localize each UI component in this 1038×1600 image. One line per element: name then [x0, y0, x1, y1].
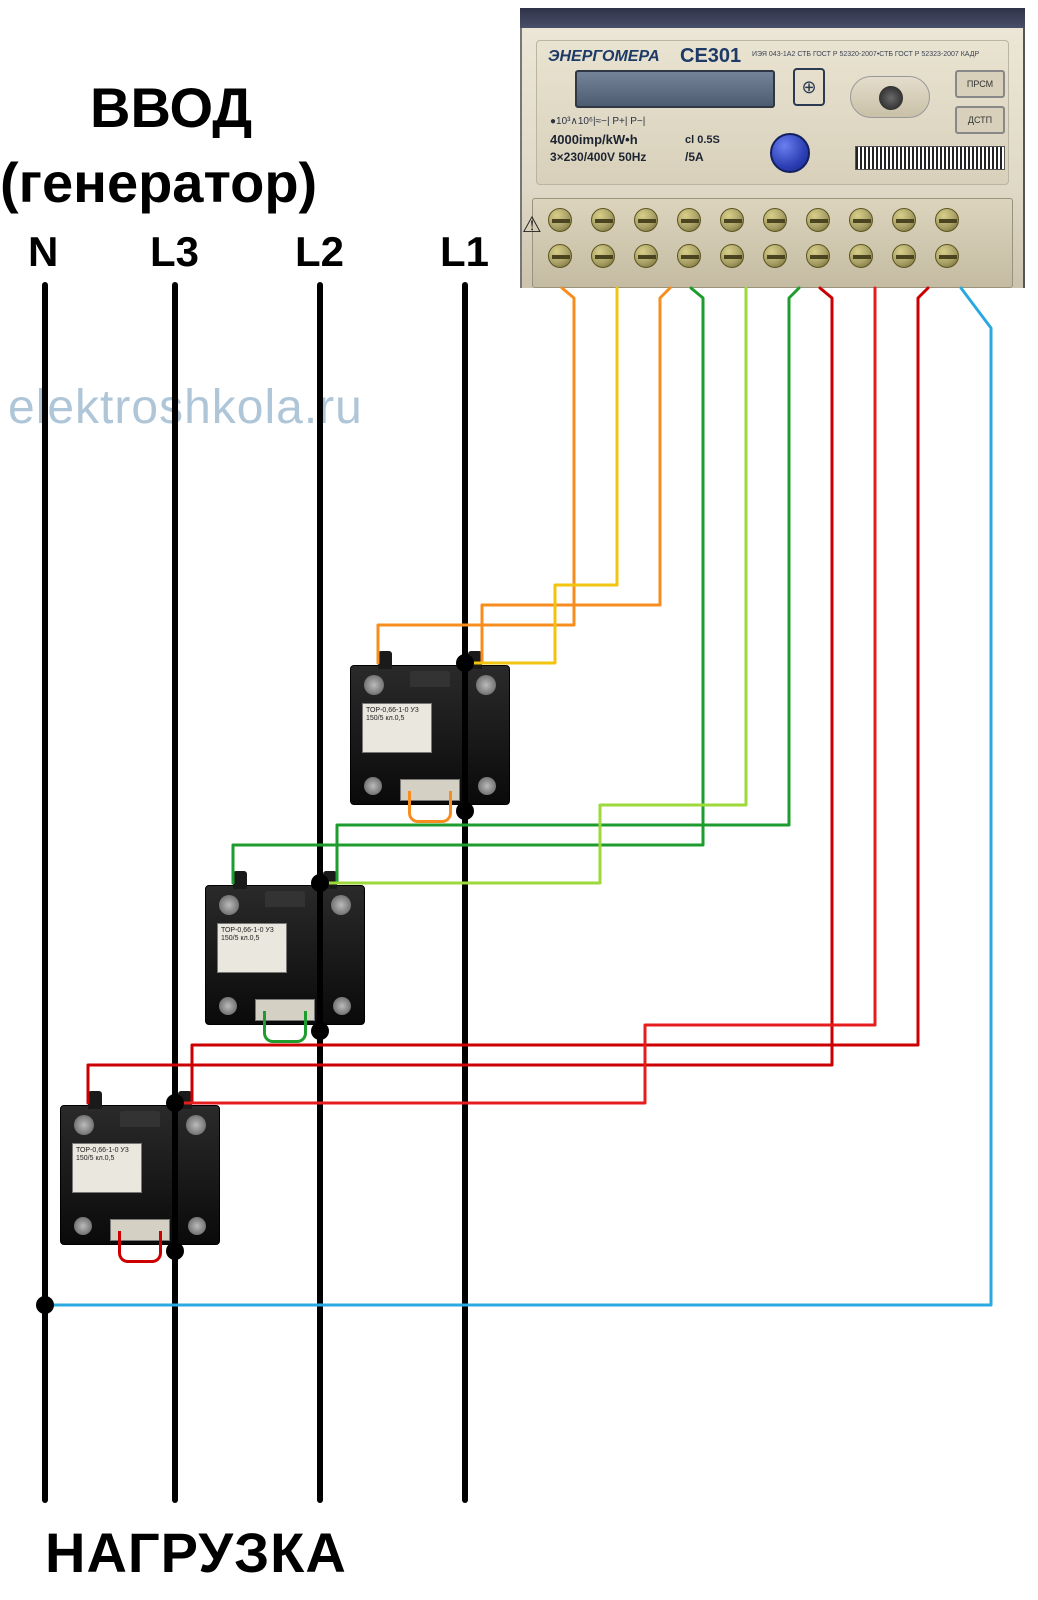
meter-voltage: 3×230/400V 50Hz — [550, 150, 646, 164]
terminal-8 — [847, 204, 875, 276]
seal-icon: ⊕ — [793, 68, 825, 106]
meter-model: CE301 — [680, 45, 741, 68]
title-input-2: (генератор) — [0, 150, 317, 215]
ct-l1: ТОР-0,66-1-0 У3150/5 кл.0,5 — [350, 665, 510, 805]
meter-symbols: ●10³∧10⁶|≈−| P+| P−| — [550, 116, 645, 127]
ct-l2: ТОР-0,66-1-0 У3150/5 кл.0,5 — [205, 885, 365, 1025]
optical-port — [850, 76, 930, 118]
meter-knob[interactable] — [770, 133, 810, 173]
meter-cl: cl 0.5S — [685, 134, 720, 146]
terminal-5 — [718, 204, 746, 276]
terminal-2 — [589, 204, 617, 276]
meter-small-line: ИЭЯ 043-1А2 СТБ ГОСТ Р 52320-2007•СТБ ГО… — [752, 51, 979, 58]
label-l2: L2 — [295, 228, 344, 276]
terminal-9 — [890, 204, 918, 276]
meter-btn-prsm[interactable]: ПРСМ — [955, 70, 1005, 98]
label-l1: L1 — [440, 228, 489, 276]
terminal-7 — [804, 204, 832, 276]
terminal-3 — [632, 204, 660, 276]
electric-meter: ЭНЕРГОМЕРА CE301 ИЭЯ 043-1А2 СТБ ГОСТ Р … — [520, 8, 1025, 288]
terminal-1 — [546, 204, 574, 276]
terminal-4 — [675, 204, 703, 276]
meter-imp: 4000imp/kW•h — [550, 132, 638, 147]
label-load: НАГРУЗКА — [45, 1520, 347, 1585]
terminals — [520, 200, 1025, 280]
barcode — [855, 146, 1005, 170]
label-l3: L3 — [150, 228, 199, 276]
label-n: N — [28, 228, 58, 276]
terminal-10 — [933, 204, 961, 276]
meter-lcd — [575, 70, 775, 108]
terminal-6 — [761, 204, 789, 276]
meter-current: /5A — [685, 150, 704, 164]
ct-l3: ТОР-0,66-1-0 У3150/5 кл.0,5 — [60, 1105, 220, 1245]
meter-brand: ЭНЕРГОМЕРА — [548, 48, 660, 66]
title-input-1: ВВОД — [90, 75, 252, 140]
warning-icon: ⚠ — [522, 212, 542, 238]
meter-btn-dstp[interactable]: ДСТП — [955, 106, 1005, 134]
watermark: elektroshkola.ru — [8, 380, 363, 435]
